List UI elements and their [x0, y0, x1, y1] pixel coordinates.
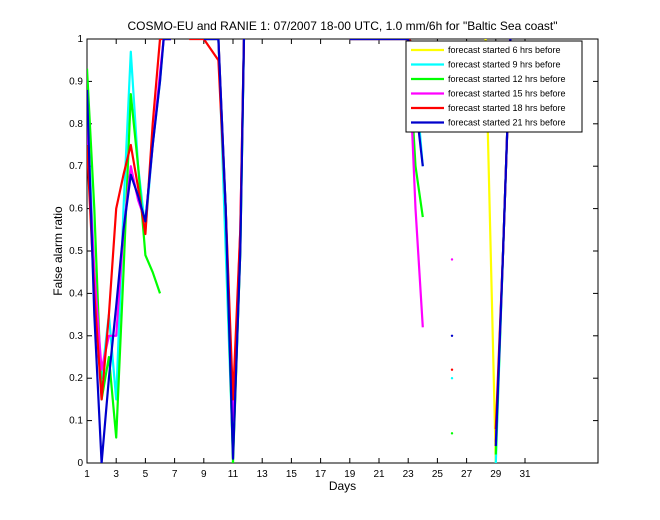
y-tick-label: 0.3	[69, 331, 83, 342]
y-tick-label: 0.9	[69, 76, 83, 87]
x-tick-label: 13	[257, 469, 269, 480]
series-line	[189, 39, 246, 401]
series-point	[450, 258, 454, 261]
legend-label: forecast started 15 hrs before	[448, 89, 566, 99]
chart-title: COSMO-EU and RANIE 1: 07/2007 18-00 UTC,…	[127, 19, 557, 33]
y-tick-label: 0.8	[69, 119, 83, 130]
legend-label: forecast started 21 hrs before	[448, 118, 566, 128]
legend-label: forecast started 12 hrs before	[448, 74, 566, 84]
series-line	[87, 39, 171, 463]
x-axis-label: Days	[329, 479, 356, 493]
legend: forecast started 6 hrs before forecast st…	[405, 40, 583, 133]
y-tick-label: 0.1	[69, 416, 83, 427]
series-point	[450, 368, 454, 371]
x-tick-label: 17	[315, 469, 327, 480]
x-tick-label: 11	[228, 469, 239, 480]
x-tick-label: 9	[201, 469, 207, 480]
y-tick-label: 0.7	[69, 161, 83, 172]
legend-label: forecast started 6 hrs before	[448, 45, 561, 55]
x-tick-label: 27	[461, 469, 473, 480]
y-axis-label: False alarm ratio	[51, 206, 65, 296]
legend-label: forecast started 18 hrs before	[448, 103, 566, 113]
y-tick-label: 0.2	[69, 373, 83, 384]
x-tick-label: 7	[172, 469, 178, 480]
axis-ticks: 1 3 5 7 9 11 13 15 17 19 21 23 25 27 29 3100.10.20.30.4…	[69, 34, 598, 480]
x-tick-label: 31	[519, 469, 531, 480]
y-tick-label: 0.5	[69, 246, 83, 257]
series-point	[450, 432, 454, 435]
y-tick-label: 0.4	[69, 288, 83, 299]
y-tick-label: 0.6	[69, 204, 83, 215]
x-tick-label: 29	[490, 469, 502, 480]
x-tick-label: 23	[403, 469, 415, 480]
x-tick-label: 3	[113, 469, 119, 480]
y-tick-label: 1	[77, 34, 83, 45]
x-tick-label: 21	[373, 469, 385, 480]
x-tick-label: 5	[143, 469, 149, 480]
series-point	[450, 377, 454, 380]
x-tick-label: 15	[286, 469, 298, 480]
y-tick-label: 0	[77, 458, 83, 469]
series-line	[87, 39, 171, 401]
x-tick-label: 25	[432, 469, 444, 480]
legend-box	[405, 40, 583, 133]
series-point	[450, 334, 454, 337]
x-tick-label: 19	[344, 469, 356, 480]
x-tick-label: 1	[84, 469, 90, 480]
series-line	[203, 39, 246, 456]
legend-label: forecast started 9 hrs before	[448, 60, 561, 70]
series-line	[203, 39, 246, 460]
series-line	[203, 39, 246, 463]
